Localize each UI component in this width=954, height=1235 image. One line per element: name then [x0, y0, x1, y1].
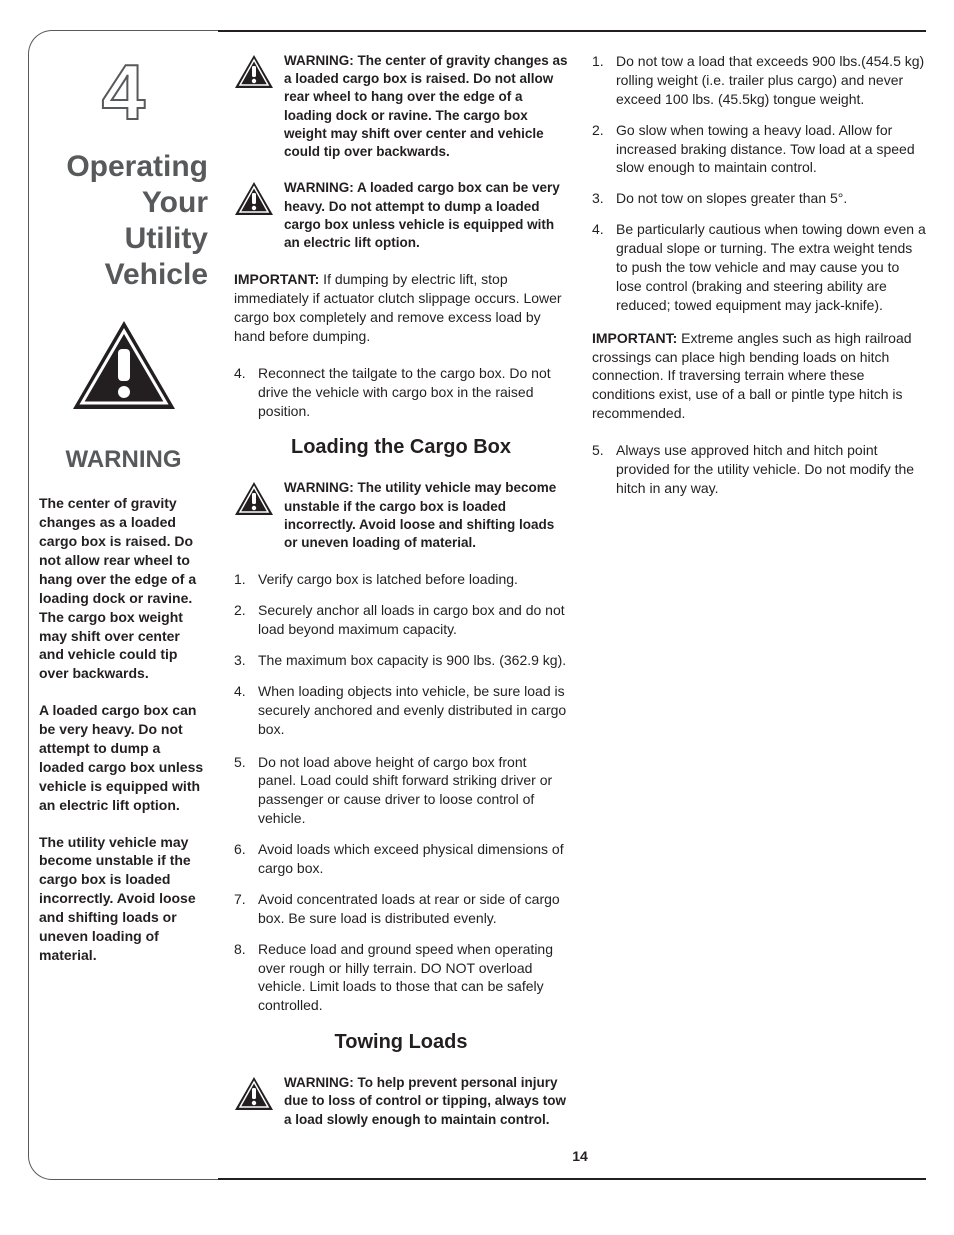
- warning-text: WARNING: A loaded cargo box can be very …: [284, 179, 568, 252]
- sidebar-para: A loaded cargo box can be very heavy. Do…: [39, 701, 208, 814]
- numbered-list: Verify cargo box is latched before loadi…: [234, 570, 568, 738]
- chapter-number-wrap: 4: [39, 53, 208, 131]
- numbered-list: Always use approved hitch and hitch poin…: [592, 441, 926, 498]
- list-item: Verify cargo box is latched before loadi…: [234, 570, 568, 589]
- sidebar-para: The utility vehicle may become unstable …: [39, 833, 208, 965]
- list-item: When loading objects into vehicle, be su…: [234, 682, 568, 739]
- warning-block: WARNING: A loaded cargo box can be very …: [234, 179, 568, 252]
- numbered-list: Do not tow a load that exceeds 900 lbs.(…: [592, 52, 926, 315]
- numbered-list: Do not load above height of cargo box fr…: [234, 753, 568, 1016]
- list-item: Do not load above height of cargo box fr…: [234, 753, 568, 829]
- chapter-title-line: Utility: [125, 222, 208, 255]
- sidebar: 4 Operating Your Utility Vehicle WARNING…: [28, 30, 218, 1180]
- important-label: IMPORTANT:: [234, 271, 319, 287]
- chapter-title-line: Operating: [66, 150, 208, 183]
- warning-heading: WARNING: [39, 444, 208, 476]
- list-item: Do not tow a load that exceeds 900 lbs.(…: [592, 52, 926, 109]
- warning-text: WARNING: The utility vehicle may become …: [284, 479, 568, 552]
- list-item: Reduce load and ground speed when operat…: [234, 940, 568, 1016]
- section-heading: Towing Loads: [234, 1029, 568, 1056]
- page: 4 Operating Your Utility Vehicle WARNING…: [28, 30, 926, 1180]
- important-para: IMPORTANT: If dumping by electric lift, …: [234, 270, 568, 346]
- chapter-title-line: Your: [142, 186, 208, 219]
- alert-triangle-icon: [234, 54, 274, 161]
- warning-text: WARNING: To help prevent personal injury…: [284, 1074, 568, 1129]
- chapter-title-line: Vehicle: [105, 258, 208, 291]
- list-item: Reconnect the tailgate to the cargo box.…: [234, 364, 568, 421]
- alert-triangle-icon: [69, 317, 179, 417]
- list-item: Always use approved hitch and hitch poin…: [592, 441, 926, 498]
- warning-text: WARNING: The center of gravity changes a…: [284, 52, 568, 161]
- important-label: IMPORTANT:: [592, 330, 677, 346]
- page-number: 14: [234, 1147, 926, 1166]
- warning-block: WARNING: To help prevent personal injury…: [234, 1074, 568, 1129]
- list-item: Avoid concentrated loads at rear or side…: [234, 890, 568, 928]
- list-item: Be particularly cautious when towing dow…: [592, 220, 926, 314]
- warning-block: WARNING: The utility vehicle may become …: [234, 479, 568, 552]
- list-item: Securely anchor all loads in cargo box a…: [234, 601, 568, 639]
- text-columns: WARNING: The center of gravity changes a…: [234, 52, 926, 1137]
- list-item: Avoid loads which exceed physical dimens…: [234, 840, 568, 878]
- main-content: WARNING: The center of gravity changes a…: [218, 30, 926, 1180]
- chapter-title: Operating Your Utility Vehicle: [39, 149, 208, 293]
- list-item: Go slow when towing a heavy load. Allow …: [592, 121, 926, 178]
- alert-triangle-icon: [234, 181, 274, 252]
- list-item: The maximum box capacity is 900 lbs. (36…: [234, 651, 568, 670]
- section-heading: Loading the Cargo Box: [234, 434, 568, 461]
- warning-block: WARNING: The center of gravity changes a…: [234, 52, 568, 161]
- alert-triangle-icon: [234, 1076, 274, 1129]
- numbered-list: Reconnect the tailgate to the cargo box.…: [234, 364, 568, 421]
- chapter-number: 4: [102, 53, 145, 131]
- alert-triangle-icon: [234, 481, 274, 552]
- sidebar-para: The center of gravity changes as a loade…: [39, 494, 208, 683]
- list-item: Do not tow on slopes greater than 5°.: [592, 189, 926, 208]
- warning-icon-large: [39, 317, 208, 422]
- important-para: IMPORTANT: Extreme angles such as high r…: [592, 329, 926, 423]
